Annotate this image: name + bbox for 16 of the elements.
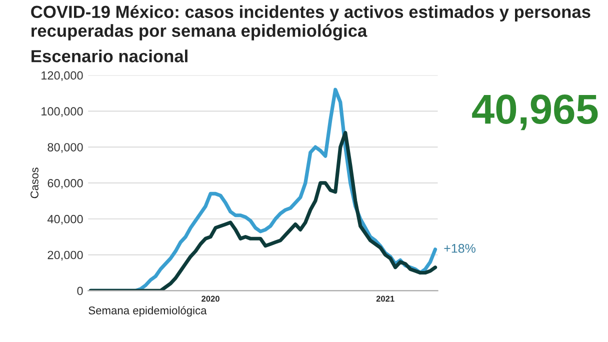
y-tick-label: 40,000 <box>47 214 83 225</box>
text: +18% <box>444 244 476 253</box>
chart-title: COVID-19 México: casos incidentes y activos estimados y personas recuperadas por semana epidemiológica <box>31 5 590 40</box>
y-tick-label: 20,000 <box>48 250 83 261</box>
y-axis-title: Casos <box>30 168 38 198</box>
y-tick-label: 0 <box>77 286 83 296</box>
y-tick-label: 80,000 <box>48 143 83 153</box>
y-tick-label: 60,000 <box>48 179 83 189</box>
y-tick-label: 100,000 <box>42 107 83 117</box>
y-tick-label: 120,000 <box>42 71 83 82</box>
chart-subtitle: Escenario nacional <box>32 50 188 62</box>
text: 40,965 <box>472 94 598 130</box>
x-axis-title: Semana epidemiológica <box>88 306 207 317</box>
x-tick-label: 2021 <box>376 296 394 302</box>
line-series <box>88 130 438 291</box>
x-tick-label: 2020 <box>202 296 220 302</box>
